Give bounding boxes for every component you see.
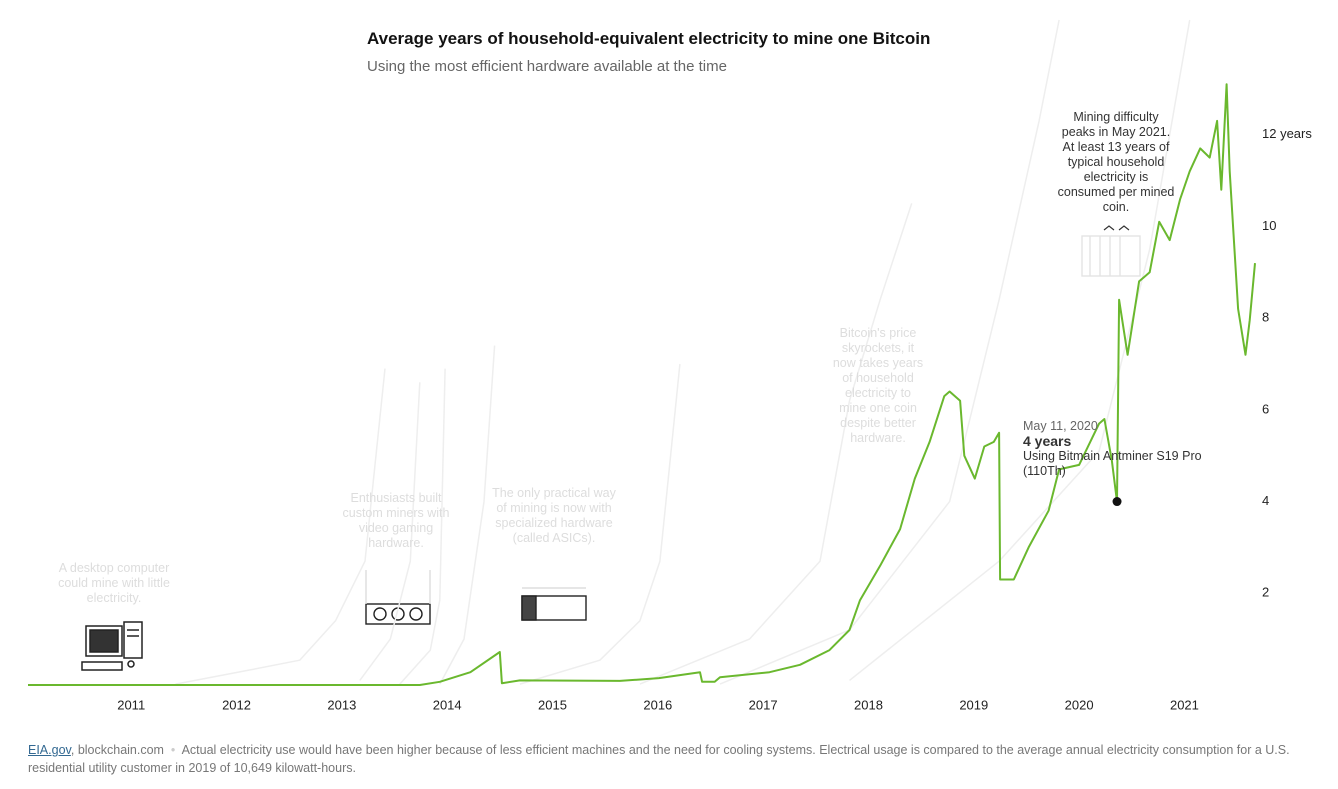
y-tick-label: 12 years (1262, 126, 1312, 141)
chart-title: Average years of household-equivalent el… (367, 29, 931, 48)
x-tick-label: 2011 (117, 697, 145, 712)
highlight-callout: May 11, 2020 4 years Using Bitmain Antmi… (1023, 419, 1203, 479)
caret-marks (1103, 225, 1130, 231)
highlight-value: 4 years (1023, 433, 1072, 449)
x-tick-label: 2016 (643, 697, 672, 712)
footnote: Actual electricity use would have been h… (28, 743, 1290, 775)
data-line (849, 19, 1191, 681)
separator: • (167, 743, 179, 757)
annotation: The only practical way of mining is now … (492, 486, 616, 545)
data-line (28, 83, 1256, 686)
y-tick-label: 4 (1262, 493, 1269, 508)
x-tick-label: 2018 (854, 697, 883, 712)
y-tick-label: 8 (1262, 310, 1269, 325)
source: blockchain.com (77, 743, 164, 757)
data-line (359, 382, 421, 681)
highlight-note: Using Bitmain Antminer S19 Pro (110Th) (1023, 449, 1202, 478)
data-line (639, 203, 913, 685)
source-link[interactable]: EIA.gov (28, 743, 71, 757)
annotation: A desktop computer could mine with littl… (58, 561, 170, 605)
chart-subtitle: Using the most efficient hardware availa… (367, 58, 727, 75)
modern-rig-icon (1081, 235, 1141, 277)
annotation: Bitcoin's price skyrockets, it now takes… (832, 326, 924, 445)
y-tick-label: 2 (1262, 585, 1269, 600)
data-line (175, 368, 386, 685)
asic-icon (521, 587, 587, 621)
data-line (719, 19, 1060, 685)
data-line (439, 345, 496, 685)
x-tick-label: 2021 (1170, 697, 1199, 712)
data-line (519, 363, 681, 685)
x-tick-label: 2014 (433, 697, 462, 712)
computer-icon (81, 621, 143, 671)
y-tick-label: 6 (1262, 401, 1269, 416)
footer: EIA.gov, blockchain.com • Actual electri… (28, 743, 1290, 775)
annotation: Enthusiasts built custom miners with vid… (342, 491, 450, 550)
y-tick-label: 10 (1262, 218, 1276, 233)
x-tick-label: 2012 (222, 697, 251, 712)
x-tick-label: 2013 (327, 697, 356, 712)
highlight-point (1112, 497, 1122, 507)
x-tick-label: 2020 (1065, 697, 1094, 712)
annotation: Mining difficulty peaks in May 2021. At … (1057, 110, 1175, 214)
x-tick-label: 2017 (749, 697, 778, 712)
x-tick-label: 2015 (538, 697, 567, 712)
gpu-rig-icon (365, 570, 431, 625)
data-line (399, 368, 446, 685)
highlight-date: May 11, 2020 (1023, 419, 1098, 433)
x-tick-label: 2019 (959, 697, 988, 712)
